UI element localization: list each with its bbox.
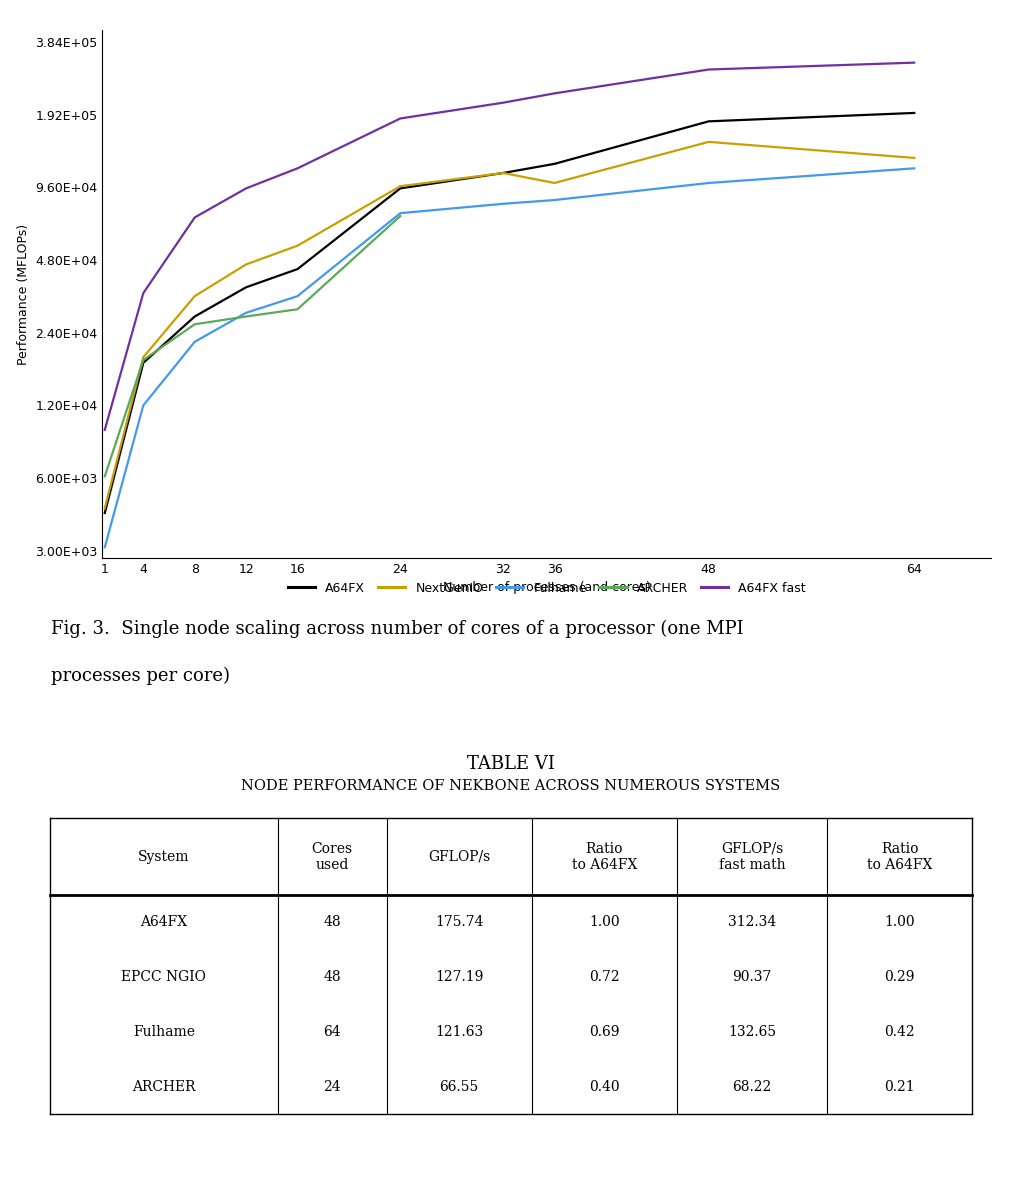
Text: 127.19: 127.19 <box>435 971 483 984</box>
Fulhame <box>99 540 111 554</box>
ARCHER <box>189 317 201 331</box>
Text: 0.72: 0.72 <box>589 971 619 984</box>
Text: 0.21: 0.21 <box>884 1080 915 1093</box>
ARCHER <box>99 469 111 484</box>
Text: 0.29: 0.29 <box>884 971 915 984</box>
Text: 1.00: 1.00 <box>884 916 915 930</box>
Fulhame <box>137 398 149 413</box>
Fulhame <box>394 206 407 221</box>
A64FX fast <box>702 62 714 77</box>
NextGenIO <box>702 134 714 149</box>
Text: 90.37: 90.37 <box>732 971 772 984</box>
A64FX fast <box>291 161 304 175</box>
Text: GFLOP/s: GFLOP/s <box>428 850 491 864</box>
ARCHER <box>291 302 304 317</box>
A64FX <box>189 310 201 324</box>
Fulhame <box>497 197 509 211</box>
ARCHER <box>137 353 149 367</box>
A64FX fast <box>394 112 407 126</box>
Text: ARCHER: ARCHER <box>132 1080 195 1093</box>
A64FX fast <box>497 96 509 110</box>
Text: Ratio
to A64FX: Ratio to A64FX <box>867 841 932 872</box>
ARCHER <box>240 310 252 324</box>
Text: 175.74: 175.74 <box>435 916 483 930</box>
NextGenIO <box>394 179 407 193</box>
Text: 312.34: 312.34 <box>728 916 776 930</box>
NextGenIO <box>99 502 111 516</box>
Text: processes per core): processes per core) <box>51 667 230 685</box>
A64FX fast <box>240 181 252 196</box>
Text: 132.65: 132.65 <box>728 1025 776 1039</box>
A64FX fast <box>549 86 561 101</box>
Text: 48: 48 <box>323 916 341 930</box>
Fulhame <box>909 161 921 175</box>
NextGenIO <box>137 350 149 365</box>
A64FX fast <box>137 286 149 300</box>
A64FX <box>549 157 561 172</box>
Y-axis label: Performance (MFLOPs): Performance (MFLOPs) <box>16 223 30 365</box>
A64FX <box>702 114 714 128</box>
Text: TABLE VI: TABLE VI <box>467 755 555 773</box>
Text: 121.63: 121.63 <box>435 1025 483 1039</box>
Text: EPCC NGIO: EPCC NGIO <box>122 971 206 984</box>
Text: Fig. 3.  Single node scaling across number of cores of a processor (one MPI: Fig. 3. Single node scaling across numbe… <box>51 619 744 638</box>
A64FX fast <box>189 210 201 224</box>
Text: 66.55: 66.55 <box>439 1080 479 1093</box>
A64FX <box>240 280 252 294</box>
A64FX <box>99 506 111 521</box>
Text: 0.69: 0.69 <box>589 1025 619 1039</box>
Text: GFLOP/s
fast math: GFLOP/s fast math <box>718 841 785 872</box>
Text: A64FX: A64FX <box>140 916 187 930</box>
NextGenIO <box>189 289 201 304</box>
Text: System: System <box>138 850 190 864</box>
A64FX <box>291 262 304 276</box>
Line: A64FX fast: A64FX fast <box>105 62 915 430</box>
Text: 24: 24 <box>323 1080 341 1093</box>
Text: 0.42: 0.42 <box>884 1025 915 1039</box>
Fulhame <box>189 335 201 349</box>
Fulhame <box>549 193 561 208</box>
NextGenIO <box>497 166 509 180</box>
NextGenIO <box>240 257 252 271</box>
Fulhame <box>240 306 252 320</box>
Fulhame <box>702 175 714 190</box>
Text: 0.40: 0.40 <box>589 1080 619 1093</box>
Text: 48: 48 <box>323 971 341 984</box>
Fulhame <box>291 289 304 304</box>
Text: Fulhame: Fulhame <box>133 1025 195 1039</box>
A64FX fast <box>99 422 111 437</box>
A64FX <box>137 355 149 370</box>
NextGenIO <box>291 239 304 253</box>
Text: 68.22: 68.22 <box>733 1080 772 1093</box>
Text: Cores
used: Cores used <box>312 841 353 872</box>
Line: A64FX: A64FX <box>105 113 915 514</box>
ARCHER <box>394 209 407 223</box>
Legend: A64FX, NextGenIO, Fulhame, ARCHER, A64FX fast: A64FX, NextGenIO, Fulhame, ARCHER, A64FX… <box>283 576 810 600</box>
Line: Fulhame: Fulhame <box>105 168 915 547</box>
Line: ARCHER: ARCHER <box>105 216 401 476</box>
A64FX <box>909 106 921 120</box>
A64FX <box>497 166 509 180</box>
Text: 64: 64 <box>323 1025 341 1039</box>
NextGenIO <box>549 175 561 190</box>
Line: NextGenIO: NextGenIO <box>105 142 915 509</box>
Text: 1.00: 1.00 <box>589 916 619 930</box>
Text: NODE PERFORMANCE OF NEKBONE ACROSS NUMEROUS SYSTEMS: NODE PERFORMANCE OF NEKBONE ACROSS NUMER… <box>241 779 781 793</box>
A64FX <box>394 181 407 196</box>
Text: Ratio
to A64FX: Ratio to A64FX <box>571 841 637 872</box>
A64FX fast <box>909 55 921 70</box>
NextGenIO <box>909 151 921 166</box>
X-axis label: Number of processes (and cores): Number of processes (and cores) <box>443 582 651 594</box>
